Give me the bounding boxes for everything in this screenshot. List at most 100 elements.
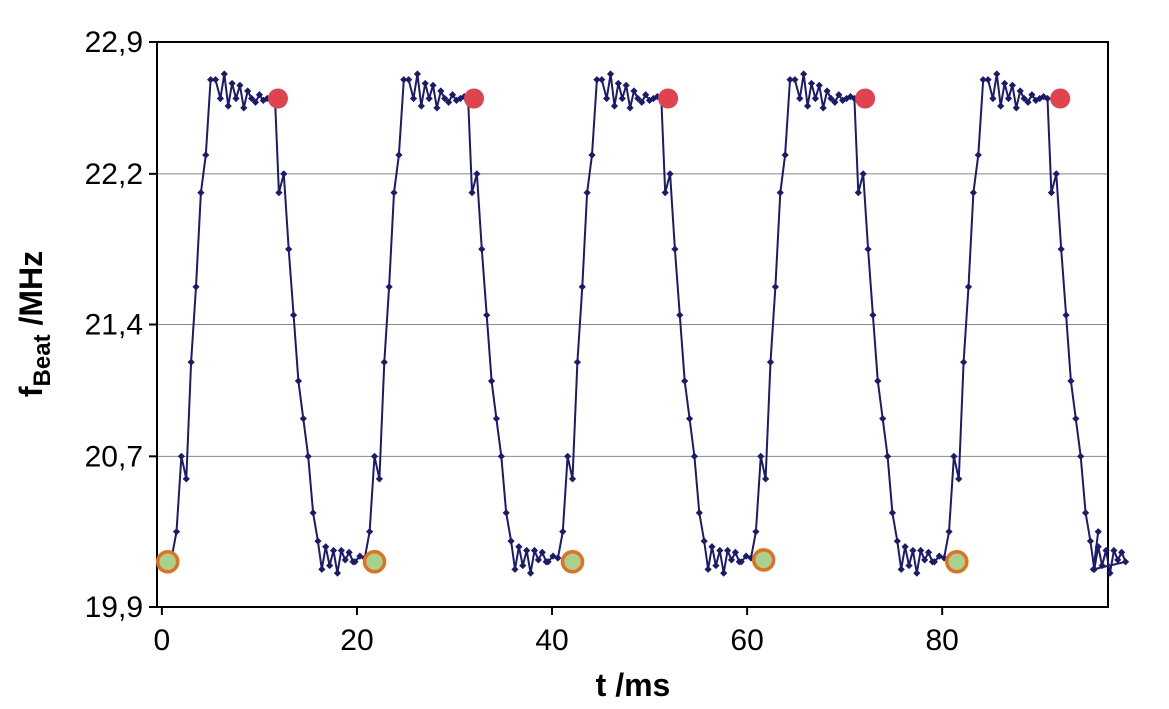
data-point [314,537,322,545]
data-point [690,452,699,460]
data-point [618,94,626,103]
data-point [653,93,661,101]
data-point [666,170,674,178]
data-point [649,94,658,103]
data-point [224,102,232,110]
data-point [526,569,535,577]
data-point [1077,452,1085,460]
data-point [515,543,523,551]
y-tick-label: 20,7 [85,440,143,473]
data-point [909,546,917,555]
data-point [417,102,425,110]
data-point [1004,94,1013,103]
data-point [598,76,606,84]
data-point [534,556,542,564]
data-point [642,91,650,99]
data-point [614,79,622,88]
data-point [955,475,963,483]
data-point [638,98,646,106]
data-point [251,98,260,106]
data-point [228,79,236,88]
data-point [622,81,630,89]
data-point [993,70,1001,78]
series-line [161,73,1127,574]
data-point [969,189,977,197]
data-point [322,543,330,551]
data-point [905,561,913,570]
data-point [1098,561,1106,570]
green-highlight-marker [751,548,776,572]
data-point [883,452,892,460]
data-point [289,311,298,319]
data-point [187,358,195,366]
data-point [299,415,307,423]
data-point [893,537,901,545]
data-point [924,548,933,556]
data-point [1062,311,1070,319]
data-point [940,554,948,562]
data-point [263,94,271,103]
data-point [854,189,862,197]
data-point [395,151,403,159]
data-point [468,189,476,197]
data-point [478,245,486,253]
y-tick-label: 22,2 [85,158,143,191]
data-point [380,358,388,366]
data-point [497,452,505,460]
data-point [1032,96,1040,104]
green-highlight-marker [155,550,180,574]
data-point [989,94,997,103]
data-point [523,546,531,555]
data-point [207,76,215,84]
data-point [1057,245,1065,253]
data-point [329,546,338,555]
data-point [1118,548,1126,556]
data-point [747,554,755,562]
data-point [645,96,654,104]
data-point [487,377,496,385]
data-point [544,558,552,566]
data-point [232,94,240,103]
x-tick-label: 80 [925,624,958,657]
data-point [859,170,867,178]
data-point [720,569,728,577]
data-point [583,189,591,197]
x-tick-label: 40 [535,624,568,657]
y-tick-label: 19,9 [85,591,143,624]
data-point [578,283,586,291]
y-axis-title-subscript: Beat [29,334,56,386]
data-point [244,87,252,95]
data-point [1110,546,1118,555]
grid-lines [157,173,1108,457]
y-axis-title-unit: /MHz [13,251,49,335]
data-point [385,283,393,291]
data-point [202,151,210,159]
data-point [727,556,736,564]
data-point [318,565,326,573]
data-point [610,102,619,110]
red-highlight-marker [464,88,484,109]
data-point [700,537,708,545]
x-axis: 0 20 40 60 80 [154,607,959,657]
data-point [757,452,765,460]
data-point [216,94,224,103]
data-point [979,76,987,84]
data-point [568,475,577,483]
data-point [502,509,510,517]
data-point [771,283,779,291]
data-point [681,377,689,385]
data-point [573,358,581,366]
data-point [630,87,638,95]
x-tick-label: 60 [730,624,763,657]
data-point [370,452,379,460]
data-point [593,76,601,84]
data-point [1106,569,1114,577]
data-point [172,528,181,536]
data-point [1012,104,1020,112]
data-point [917,546,925,555]
data-point [752,528,760,536]
data-point [333,569,342,577]
data-point [1036,94,1044,103]
data-point [559,528,567,536]
data-point [964,283,973,291]
